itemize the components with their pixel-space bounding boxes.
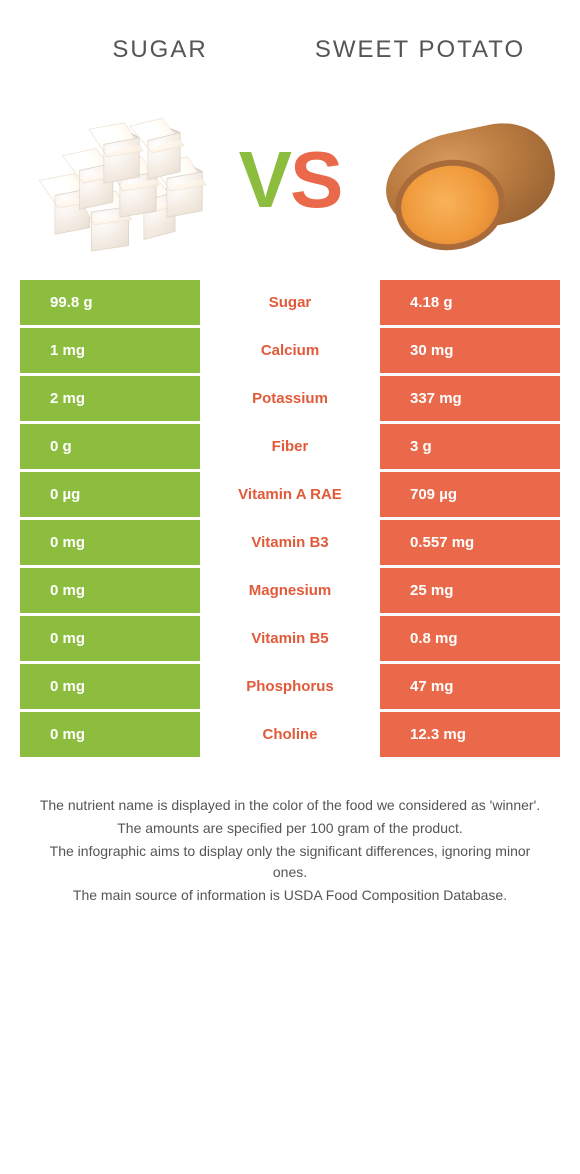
- sweet-potato-image: [370, 105, 550, 255]
- table-row: 0 mgMagnesium25 mg: [20, 568, 560, 616]
- left-value-cell: 0 mg: [20, 568, 200, 613]
- footer-line-3: The infographic aims to display only the…: [35, 841, 545, 883]
- table-row: 0 mgVitamin B50.8 mg: [20, 616, 560, 664]
- right-value-cell: 337 mg: [380, 376, 560, 421]
- right-value-cell: 3 g: [380, 424, 560, 469]
- nutrient-label-cell: Sugar: [200, 280, 380, 325]
- left-value-cell: 2 mg: [20, 376, 200, 421]
- right-value-cell: 0.8 mg: [380, 616, 560, 661]
- right-value-cell: 12.3 mg: [380, 712, 560, 757]
- table-row: 0 mgVitamin B30.557 mg: [20, 520, 560, 568]
- footer-line-2: The amounts are specified per 100 gram o…: [35, 818, 545, 839]
- nutrient-label-cell: Fiber: [200, 424, 380, 469]
- right-value-cell: 709 µg: [380, 472, 560, 517]
- nutrient-label-cell: Magnesium: [200, 568, 380, 613]
- left-food-title: SUGAR: [50, 36, 270, 64]
- table-row: 0 µgVitamin A RAE709 µg: [20, 472, 560, 520]
- vs-v: V: [239, 135, 290, 224]
- nutrient-label-cell: Calcium: [200, 328, 380, 373]
- left-value-cell: 1 mg: [20, 328, 200, 373]
- comparison-table: 99.8 gSugar4.18 g1 mgCalcium30 mg2 mgPot…: [20, 280, 560, 760]
- table-row: 0 gFiber3 g: [20, 424, 560, 472]
- right-food-title: SWEET POTATO: [310, 36, 530, 64]
- vs-s: S: [290, 135, 341, 224]
- header: SUGAR SWEET POTATO: [0, 0, 580, 90]
- left-value-cell: 0 g: [20, 424, 200, 469]
- nutrient-label-cell: Vitamin B3: [200, 520, 380, 565]
- footer-line-1: The nutrient name is displayed in the co…: [35, 795, 545, 816]
- footer-line-4: The main source of information is USDA F…: [35, 885, 545, 906]
- footer-notes: The nutrient name is displayed in the co…: [0, 795, 580, 906]
- table-row: 99.8 gSugar4.18 g: [20, 280, 560, 328]
- table-row: 0 mgPhosphorus47 mg: [20, 664, 560, 712]
- right-value-cell: 30 mg: [380, 328, 560, 373]
- right-value-cell: 47 mg: [380, 664, 560, 709]
- nutrient-label-cell: Phosphorus: [200, 664, 380, 709]
- table-row: 0 mgCholine12.3 mg: [20, 712, 560, 760]
- table-row: 2 mgPotassium337 mg: [20, 376, 560, 424]
- nutrient-label-cell: Potassium: [200, 376, 380, 421]
- left-value-cell: 0 mg: [20, 520, 200, 565]
- hero: VS: [0, 90, 580, 280]
- right-value-cell: 25 mg: [380, 568, 560, 613]
- left-value-cell: 0 mg: [20, 712, 200, 757]
- nutrient-label-cell: Choline: [200, 712, 380, 757]
- right-value-cell: 4.18 g: [380, 280, 560, 325]
- table-row: 1 mgCalcium30 mg: [20, 328, 560, 376]
- left-value-cell: 0 mg: [20, 616, 200, 661]
- nutrient-label-cell: Vitamin B5: [200, 616, 380, 661]
- vs-label: VS: [239, 140, 342, 220]
- sugar-cubes-image: [30, 105, 210, 255]
- left-value-cell: 99.8 g: [20, 280, 200, 325]
- left-value-cell: 0 µg: [20, 472, 200, 517]
- left-value-cell: 0 mg: [20, 664, 200, 709]
- nutrient-label-cell: Vitamin A RAE: [200, 472, 380, 517]
- right-value-cell: 0.557 mg: [380, 520, 560, 565]
